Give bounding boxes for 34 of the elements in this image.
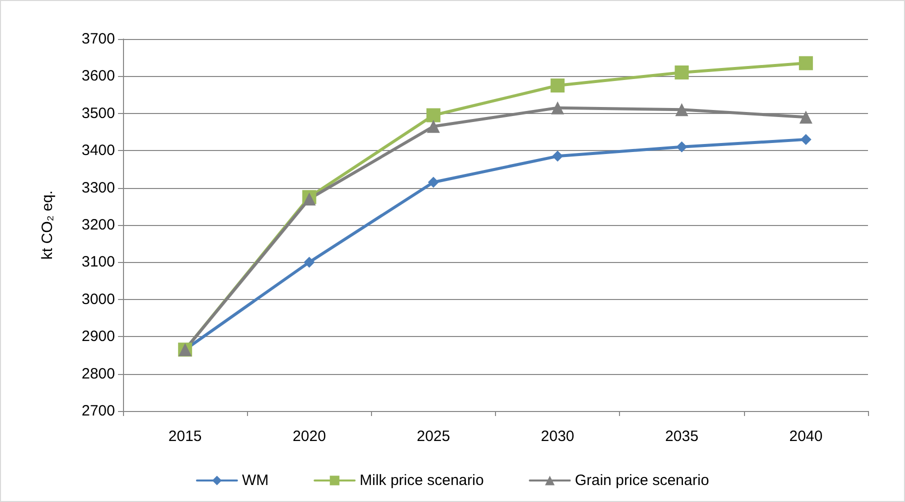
y-tick-label: 2900 [82,328,115,346]
legend-label: WM [242,472,269,489]
legend-label: Milk price scenario [360,472,484,489]
point [676,141,688,152]
point [550,78,565,92]
y-tick-label: 3100 [82,254,115,271]
y-tick-label: 3500 [82,104,115,122]
point [674,65,689,80]
point [551,101,564,114]
y-tick-label: 3200 [82,216,115,234]
point [552,150,564,162]
x-tick-label: 2025 [416,428,450,445]
y-tick-label: 3600 [82,68,115,85]
point [800,134,812,145]
y-tick-label: 3400 [82,142,115,160]
point [798,56,813,70]
y-tick-label: 3000 [82,290,115,308]
point [675,103,688,116]
x-tick-label: 2040 [789,428,823,445]
x-tick-label: 2020 [292,428,326,445]
x-tick-label: 2035 [665,428,698,445]
x-tick-label: 2015 [168,428,202,445]
y-tick-label: 3700 [82,30,115,48]
y-tick-label: 2800 [82,365,115,382]
y-axis-title: kt CO₂ eq. [39,190,56,260]
point [426,120,440,133]
point [426,108,440,122]
legend-label: Grain price scenario [574,472,710,489]
y-tick-label: 2700 [82,402,115,420]
point [304,256,315,268]
y-tick-label: 3300 [82,179,115,196]
point [799,110,812,124]
point [428,176,439,188]
x-tick-label: 2030 [540,428,574,445]
